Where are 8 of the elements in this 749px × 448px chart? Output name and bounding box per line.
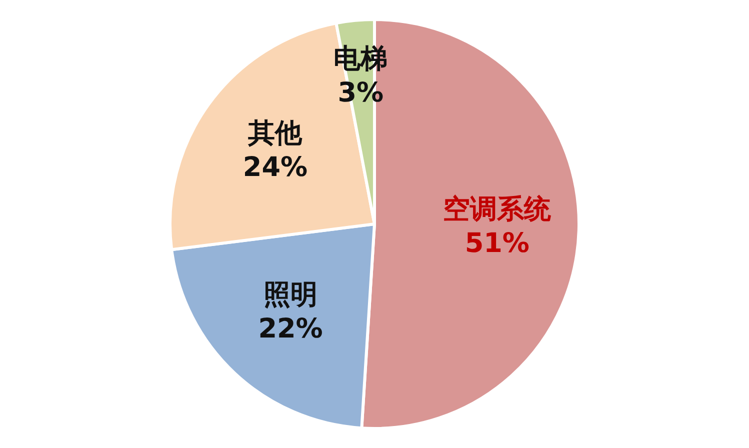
slice-label: 电梯 — [334, 43, 388, 74]
slice-label: 其他 — [247, 118, 304, 149]
data-label: 22% — [258, 313, 323, 344]
data-label: 51% — [464, 228, 530, 259]
slice-label: 空调系统 — [443, 194, 552, 225]
data-label: 24% — [242, 152, 308, 183]
slice-label: 照明 — [264, 279, 318, 310]
data-label: 3% — [338, 77, 384, 108]
